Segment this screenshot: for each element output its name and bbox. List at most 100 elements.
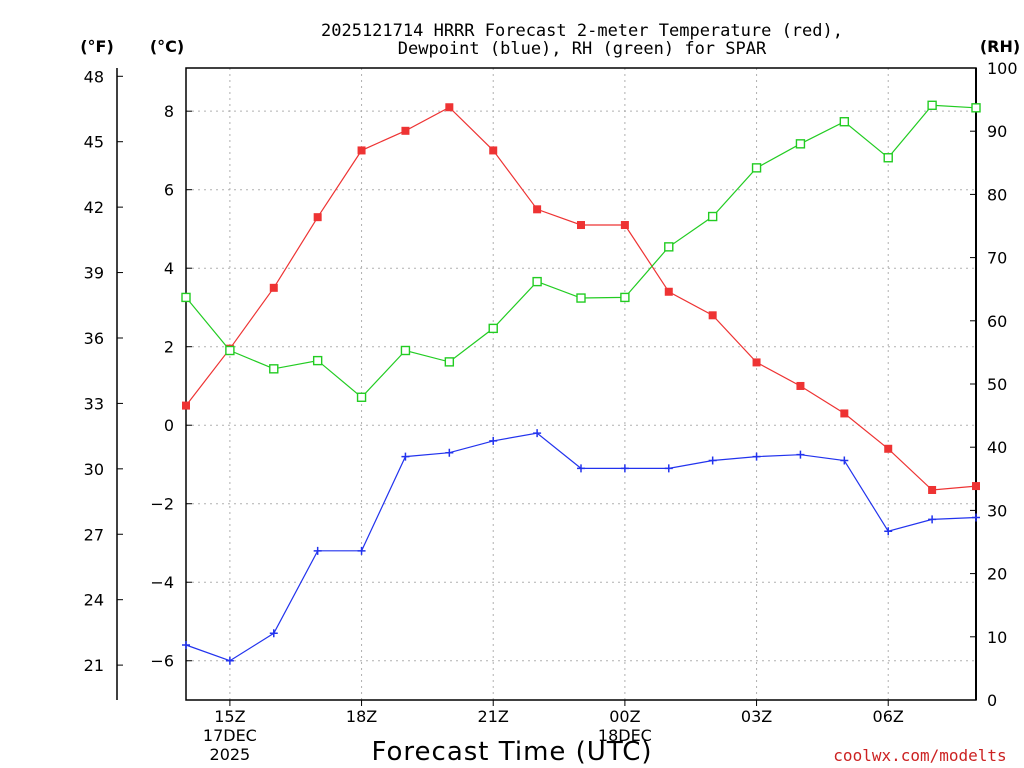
- rh-point: [839, 117, 850, 127]
- rh-tick-label: 100: [987, 59, 1018, 78]
- 2-meter-temperature-point: [182, 401, 190, 410]
- 2-meter-temperature-point: [577, 221, 585, 230]
- celsius-tick-label: −6: [150, 652, 174, 671]
- fahrenheit-tick-label: 42: [84, 198, 104, 217]
- rh-line: [185, 104, 977, 399]
- 2-meter-temperature-point: [533, 205, 542, 214]
- dewpoint-point: [401, 452, 410, 461]
- dewpoint-point: [796, 450, 805, 459]
- fahrenheit-tick-label: 24: [84, 591, 104, 610]
- 2-meter-temperature-point: [620, 221, 629, 230]
- rh-tick-label: 90: [987, 122, 1007, 141]
- grid-lines: [186, 68, 976, 700]
- dewpoint-point: [357, 546, 366, 555]
- x-tick-label: 21Z: [478, 707, 509, 726]
- rh-tick-label: 70: [987, 249, 1007, 268]
- rh-tick-label: 20: [987, 565, 1007, 584]
- dewpoint-point: [928, 515, 937, 524]
- rh-point: [400, 345, 411, 356]
- dewpoint-point: [313, 546, 322, 555]
- x-tick-label: 06Z: [873, 707, 904, 726]
- celsius-tick-label: 0: [164, 416, 174, 435]
- fahrenheit-tick-label: 30: [84, 460, 104, 479]
- rh-point: [883, 153, 893, 163]
- fahrenheit-tick-label: 45: [84, 133, 104, 152]
- rh-point: [576, 293, 586, 303]
- dewpoint-point: [620, 464, 629, 473]
- fahrenheit-tick-label: 36: [84, 329, 104, 348]
- dewpoint-point: [972, 513, 980, 522]
- dewpoint-point: [182, 641, 190, 650]
- fahrenheit-tick-label: 33: [84, 394, 104, 413]
- plot-frame: [185, 67, 977, 701]
- dewpoint-point: [225, 656, 234, 665]
- celsius-tick-label: 4: [164, 259, 174, 278]
- dewpoint-point: [708, 456, 717, 465]
- celsius-tick-label: −4: [150, 573, 174, 592]
- rh-point: [707, 211, 718, 222]
- 2-meter-temperature-point: [972, 482, 980, 491]
- rh-tick-label: 40: [987, 438, 1007, 457]
- 2-meter-temperature-point: [489, 146, 498, 155]
- fahrenheit-tick-label: 27: [84, 525, 104, 544]
- rh-unit-label: (RH): [980, 37, 1020, 56]
- x-tick-label: 03Z: [741, 707, 772, 726]
- rh-point: [971, 103, 981, 113]
- x-tick-label: 18Z: [346, 707, 377, 726]
- rh-point: [795, 139, 806, 149]
- 2-meter-temperature-point: [840, 409, 849, 418]
- celsius-unit-label: (°C): [150, 37, 184, 56]
- x-tick-label: 15Z: [214, 707, 245, 726]
- 2-meter-temperature-point: [796, 381, 805, 390]
- rh-point: [225, 345, 235, 356]
- x-tick-label: 00Z: [609, 707, 640, 726]
- dewpoint-point: [884, 527, 893, 536]
- rh-tick-label: 60: [987, 312, 1007, 331]
- rh-point: [620, 292, 630, 303]
- rh-tick-label: 80: [987, 185, 1007, 204]
- dewpoint-point: [445, 448, 454, 457]
- celsius-tick-label: 8: [164, 102, 174, 121]
- 2-meter-temperature-point: [401, 126, 410, 135]
- 2-meter-temperature-point: [884, 444, 893, 453]
- rh-point: [532, 276, 542, 287]
- rh-point: [312, 355, 323, 366]
- site-credit: coolwx.com/modelts: [833, 746, 1006, 765]
- rh-point: [927, 100, 937, 110]
- celsius-tick-label: −2: [150, 495, 174, 514]
- rh-point: [444, 357, 455, 367]
- rh-tick-label: 10: [987, 628, 1007, 647]
- x-tick-date-label: 18DEC: [598, 726, 652, 745]
- rh-point: [181, 292, 191, 303]
- 2-meter-temperature-point: [313, 213, 322, 222]
- fahrenheit-tick-label: 48: [84, 67, 104, 86]
- 2-meter-temperature-point: [752, 358, 761, 367]
- data-series: [181, 100, 981, 665]
- dewpoint-point: [840, 456, 849, 465]
- dewpoint-point: [577, 464, 585, 473]
- rh-point: [751, 163, 762, 173]
- rh-tick-label: 30: [987, 501, 1007, 520]
- rh-point: [488, 323, 498, 334]
- 2-meter-temperature-point: [708, 311, 717, 320]
- rh-point: [269, 364, 279, 374]
- 2-meter-temperature-point: [928, 485, 937, 494]
- fahrenheit-tick-label: 21: [84, 656, 104, 675]
- chart-title-line-2: Dewpoint (blue), RH (green) for SPAR: [398, 39, 767, 59]
- 2-meter-temperature-point: [357, 146, 366, 155]
- rh-point: [664, 242, 674, 252]
- rh-tick-label: 50: [987, 375, 1007, 394]
- 2-meter-temperature-point: [445, 103, 454, 112]
- axis-ticks: −6−4−20246821242730333639424548010203040…: [84, 59, 1018, 764]
- chart-title-line-1: 2025121714 HRRR Forecast 2-meter Tempera…: [321, 21, 843, 41]
- fahrenheit-tick-label: 39: [84, 264, 104, 283]
- x-axis-title: Forecast Time (UTC): [371, 737, 652, 767]
- x-tick-year-label: 2025: [210, 745, 251, 764]
- dewpoint-point: [752, 452, 761, 461]
- fahrenheit-unit-label: (°F): [80, 37, 114, 56]
- 2-meter-temperature-point: [664, 287, 673, 296]
- dewpoint-point: [269, 629, 278, 638]
- dewpoint-point: [664, 464, 673, 473]
- celsius-tick-label: 6: [164, 181, 174, 200]
